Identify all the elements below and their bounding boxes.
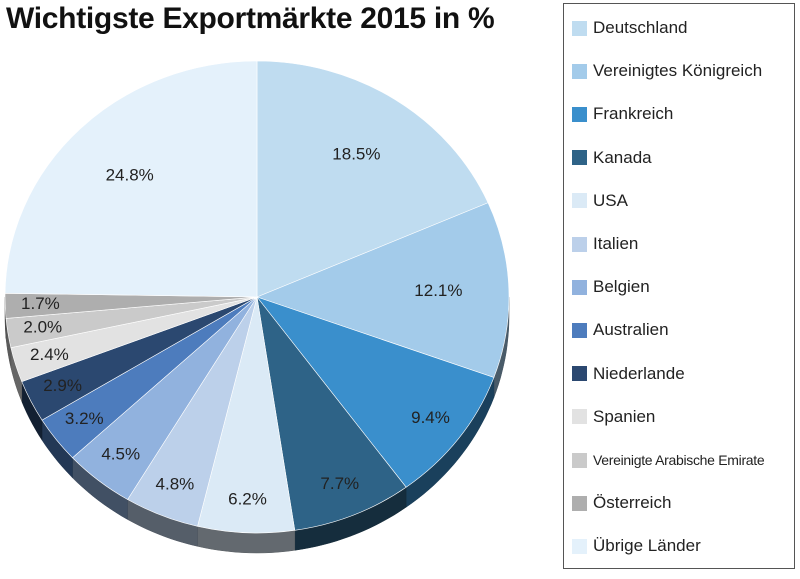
- legend-swatch: [572, 495, 587, 511]
- slice-label-ubrige-lander: 24.8%: [106, 165, 154, 184]
- legend-item-spanien: Spanien: [572, 406, 655, 428]
- slice-label-usa: 6.2%: [228, 489, 267, 508]
- legend-item-niederlande: Niederlande: [572, 363, 685, 385]
- legend-label: Übrige Länder: [593, 536, 701, 556]
- pie-slice-kanada: [256, 296, 407, 531]
- legend-swatch: [572, 20, 587, 36]
- legend-label: Frankreich: [593, 104, 674, 124]
- legend-swatch: [572, 538, 587, 554]
- legend-item-ubrige-lander: Übrige Länder: [572, 535, 701, 557]
- slice-label-italien: 4.8%: [156, 474, 195, 493]
- legend-label: USA: [593, 190, 628, 210]
- legend-item-osterreich: Österreich: [572, 492, 671, 514]
- pie-slice-vereinigtes-konigreich: [256, 202, 510, 378]
- slice-label-frankreich: 9.4%: [411, 408, 450, 427]
- legend-label: Deutschland: [593, 18, 688, 37]
- slice-label-kanada: 7.7%: [320, 474, 359, 493]
- legend-item-frankreich: Frankreich: [572, 103, 673, 125]
- slice-label-osterreich: 1.7%: [21, 294, 60, 313]
- slice-label-belgien: 4.5%: [101, 444, 140, 463]
- legend-swatch: [572, 63, 587, 79]
- legend-label: Kanada: [593, 147, 652, 167]
- legend-item-vereinigtes-konigreich: Vereinigtes Königreich: [572, 60, 762, 82]
- legend-item-belgien: Belgien: [572, 276, 650, 298]
- legend-item-usa: USA: [572, 190, 628, 212]
- legend-swatch: [572, 106, 587, 122]
- legend-item-deutschland: Deutschland: [572, 17, 688, 39]
- legend-swatch: [572, 193, 587, 209]
- slice-label-vereinigte-arabische-emirate: 2.0%: [23, 318, 62, 337]
- slice-label-deutschland: 18.5%: [332, 144, 380, 163]
- legend-label: Italien: [593, 234, 639, 253]
- pie-chart: 18.5% 12.1% 9.4% 7.7% 6.2% 4.8% 4.5% 3.2% 2.9% 2.…: [4, 60, 510, 554]
- legend-label: Vereinigtes Königreich: [593, 61, 763, 81]
- legend-label: Österreich: [593, 493, 672, 513]
- legend-item-italien: Italien: [572, 233, 638, 255]
- pie-slice-frankreich: [256, 296, 495, 488]
- legend-swatch: [572, 279, 587, 295]
- legend: Deutschland Vereinigtes Königreich Frankre…: [563, 3, 795, 569]
- legend-label: Vereinigte Arabische Emirate: [593, 452, 765, 468]
- legend-label: Spanien: [593, 406, 656, 426]
- legend-swatch: [572, 409, 587, 425]
- legend-swatch: [572, 452, 587, 468]
- legend-label: Niederlande: [593, 363, 685, 383]
- pie-slice-deutschland: [256, 60, 489, 298]
- legend-label: Australien: [593, 320, 669, 340]
- chart-title: Wichtigste Exportmärkte 2015 in %: [6, 2, 495, 35]
- legend-swatch: [572, 366, 587, 382]
- legend-swatch: [572, 322, 587, 338]
- legend-swatch: [572, 150, 587, 166]
- slice-label-vereinigtes-konigreich: 12.1%: [414, 281, 462, 300]
- pie-slice-ubrige-lander: [4, 60, 258, 298]
- legend-item-kanada: Kanada: [572, 147, 652, 169]
- slice-label-australien: 3.2%: [65, 409, 104, 428]
- legend-item-vereinigte-arabische-emirate: Vereinigte Arabische Emirate: [572, 449, 765, 471]
- legend-item-australien: Australien: [572, 319, 669, 341]
- slice-label-spanien: 2.4%: [30, 345, 69, 364]
- slice-label-niederlande: 2.9%: [43, 376, 82, 395]
- legend-label: Belgien: [593, 277, 650, 297]
- legend-swatch: [572, 236, 587, 252]
- pie-side-walls: [4, 296, 510, 554]
